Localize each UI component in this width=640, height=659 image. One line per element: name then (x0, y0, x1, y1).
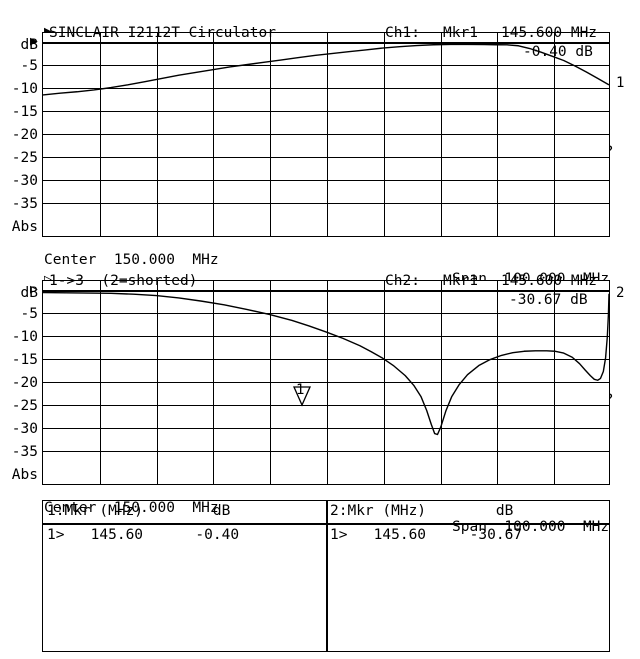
y-tick-ch2-2: -15 (11, 352, 38, 368)
y-tick-ch1-5: -30 (11, 173, 38, 189)
y-tick-ch2-1: -10 (11, 329, 38, 345)
y-tick-ch1-3: -20 (11, 127, 38, 143)
channel-2-graph[interactable]: 1->3 (2=shorted) Ch2: Mkr1 145.600 MHz -… (42, 273, 610, 485)
channel-1-center-frequency[interactable]: Center 150.000 MHz (44, 252, 219, 268)
channel-1-trace (42, 43, 610, 96)
channel-2-y-axis-labels: dB -5 -10 -15 -20 -25 -30 -35 Abs (0, 278, 40, 488)
channel-2-readout-channel: Ch2: (385, 273, 420, 289)
gridline-h (43, 359, 609, 360)
channel-1-y-axis-labels: dB -5 -10 -15 -20 -25 -30 -35 Abs (0, 30, 40, 240)
y-tick-ch2-3: -20 (11, 375, 38, 391)
channel-2-marker-label[interactable]: 2 (616, 285, 625, 301)
y-tick-ch2-4: -25 (11, 398, 38, 414)
y-axis-unit-ch1: dB (20, 37, 38, 53)
marker-table-row[interactable]: 1> 145.60 -30.67 (330, 527, 523, 543)
y-tick-ch1-0: -5 (20, 58, 38, 74)
gridline-h (43, 65, 609, 66)
marker-table-header-rule (43, 523, 609, 525)
y-tick-ch1-1: -10 (11, 81, 38, 97)
channel-2-header: ▷ 2: Reflection Log Mag 5.0 dB/ Ref 0.00… (0, 250, 640, 408)
channel-2-trace (42, 291, 610, 436)
gridline-h-ref (43, 290, 609, 292)
y-axis-unit-ch2: dB (20, 285, 38, 301)
y-axis-mode-ch1: Abs (11, 219, 38, 235)
gridline-h (43, 157, 609, 158)
channel-1-sweep-range: Center 150.000 MHz Span 100.000 MHz (0, 232, 640, 287)
channel-1-marker-label[interactable]: 1 (616, 75, 625, 91)
gridline-h (43, 203, 609, 204)
marker-table-divider (326, 501, 328, 651)
channel-1-device-title: SINCLAIR I2112T Circulator (49, 25, 276, 41)
channel-2-sweep-range: Center 150.000 MHz Span 100.000 MHz (0, 480, 640, 535)
gridline-h (43, 428, 609, 429)
gridline-h (43, 451, 609, 452)
y-tick-ch2-0: -5 (20, 306, 38, 322)
gridline-h (43, 313, 609, 314)
y-axis-mode-ch2: Abs (11, 467, 38, 483)
gridline-h-ref (43, 42, 609, 44)
channel-2-readout-frequency: 145.600 MHz (501, 273, 598, 289)
channel-1-readout-frequency: 145.600 MHz (501, 25, 598, 41)
channel-2-readout-amplitude: -30.67 dB (509, 292, 588, 308)
y-tick-ch2-5: -30 (11, 421, 38, 437)
gridline-h (43, 88, 609, 89)
y-tick-ch1-6: -35 (11, 196, 38, 212)
channel-1-graph[interactable]: SINCLAIR I2112T Circulator Ch1: Mkr1 145… (42, 25, 610, 237)
channel-2-dip-marker-icon[interactable] (292, 386, 312, 407)
marker-table-header-2: 2:Mkr (MHz) dB (330, 503, 514, 519)
channel-1-readout-marker: Mkr1 (443, 25, 478, 41)
channel-1-readout-channel: Ch1: (385, 25, 420, 41)
channel-2-dip-marker-label[interactable]: 1 (296, 382, 305, 398)
marker-table: 1:Mkr (MHz) dB 1> 145.60 -0.40 2:Mkr (MH… (42, 500, 610, 652)
y-tick-ch2-6: -35 (11, 444, 38, 460)
channel-1-reference-position-icon[interactable]: ▶ (30, 34, 38, 49)
marker-table-header-1: 1:Mkr (MHz) dB (47, 503, 231, 519)
marker-table-column-1: 1:Mkr (MHz) dB 1> 145.60 -0.40 (43, 501, 326, 651)
marker-table-column-2: 2:Mkr (MHz) dB 1> 145.60 -30.67 (326, 501, 609, 651)
channel-2-active-marker-icon: ▷ (44, 270, 52, 290)
channel-2-measurement-note: 1->3 (2=shorted) (49, 273, 198, 289)
channel-1-header: ▶ 1: Transmission Log Mag 5.0 dB/ Ref 0.… (0, 2, 640, 160)
channel-1-readout-amplitude: -0.40 dB (523, 44, 593, 60)
y-tick-ch1-2: -15 (11, 104, 38, 120)
gridline-h (43, 405, 609, 406)
channel-2-center-frequency[interactable]: Center 150.000 MHz (44, 500, 219, 516)
channel-2-readout-marker: Mkr1 (443, 273, 478, 289)
gridline-h (43, 336, 609, 337)
gridline-h (43, 111, 609, 112)
channel-1-active-marker-icon: ▶ (44, 22, 52, 42)
channel-2-reference-position-icon[interactable]: ▷ (30, 282, 38, 297)
gridline-h (43, 134, 609, 135)
y-tick-ch1-4: -25 (11, 150, 38, 166)
marker-table-row[interactable]: 1> 145.60 -0.40 (47, 527, 240, 543)
gridline-h (43, 180, 609, 181)
gridline-h (43, 382, 609, 383)
